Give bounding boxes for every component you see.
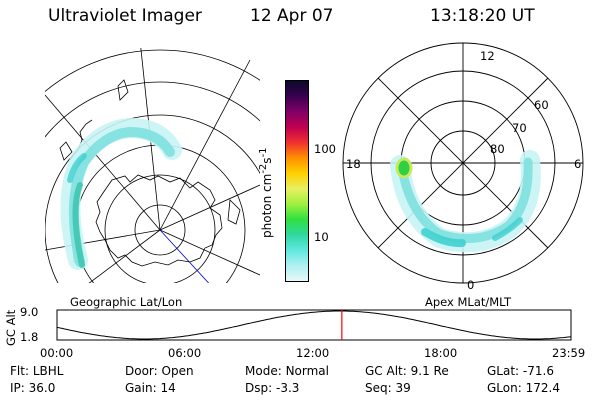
app-title: Ultraviolet Imager (48, 6, 202, 26)
x-tick-0000: 00:00 (40, 346, 74, 360)
info-gc-alt: GC Alt: 9.1 Re (365, 364, 449, 378)
colorbar-tick-10: 10 (314, 230, 329, 244)
lat-circle (45, 81, 260, 138)
gc-alt-curve (56, 310, 572, 340)
meridian-line (88, 229, 161, 283)
coastline (59, 141, 73, 161)
gc-alt-ytick-min: 1.8 (20, 330, 39, 344)
info-ip: IP: 36.0 (10, 381, 56, 395)
meridian-line (159, 229, 260, 276)
lat-label-80: 80 (490, 142, 505, 156)
lat-circle (45, 49, 260, 93)
mlt-line-diag (377, 77, 549, 249)
info-seq: Seq: 39 (365, 381, 411, 395)
colorbar (285, 80, 309, 282)
info-door: Door: Open (125, 364, 194, 378)
info-gain: Gain: 14 (125, 381, 176, 395)
aurora-emission (60, 117, 182, 270)
meridian-line (45, 94, 161, 231)
coastline (95, 174, 223, 267)
meridian-line (45, 229, 161, 251)
left-map-caption: Geographic Lat/Lon (70, 295, 183, 309)
x-tick-1800: 18:00 (424, 346, 458, 360)
x-tick-1200: 12:00 (296, 346, 330, 360)
aurora-emission (390, 150, 541, 253)
lat-circle (45, 114, 260, 283)
lat-circle (104, 174, 216, 283)
info-mode: Mode: Normal (245, 364, 329, 378)
mlt-label-6: 6 (574, 157, 582, 171)
meridian-line (159, 229, 210, 283)
x-tick-0600: 06:00 (168, 346, 202, 360)
coastline (227, 199, 241, 225)
info-dsp: Dsp: -3.3 (245, 381, 300, 395)
mlt-label-12: 12 (480, 49, 495, 63)
coastline (117, 79, 129, 101)
info-glon: GLon: 172.4 (487, 381, 560, 395)
mlt-label-18: 18 (346, 157, 361, 171)
mlt-label-0: 0 (467, 278, 475, 292)
plot-frame (56, 309, 572, 341)
info-flt: Flt: LBHL (10, 364, 64, 378)
lat-label-60: 60 (534, 98, 549, 112)
info-glat: GLat: -71.6 (487, 364, 554, 378)
meridian-line (159, 59, 251, 231)
colorbar-tick-100: 100 (314, 142, 336, 156)
lat-label-70: 70 (512, 121, 527, 135)
date-label: 12 Apr 07 (250, 6, 334, 26)
gc-alt-ytick-max: 9.0 (20, 305, 39, 319)
time-label: 13:18:20 UT (430, 6, 535, 26)
x-tick-2359: 23:59 (552, 346, 586, 360)
lat-circle (134, 204, 186, 256)
right-map-caption: Apex MLat/MLT (425, 295, 512, 309)
